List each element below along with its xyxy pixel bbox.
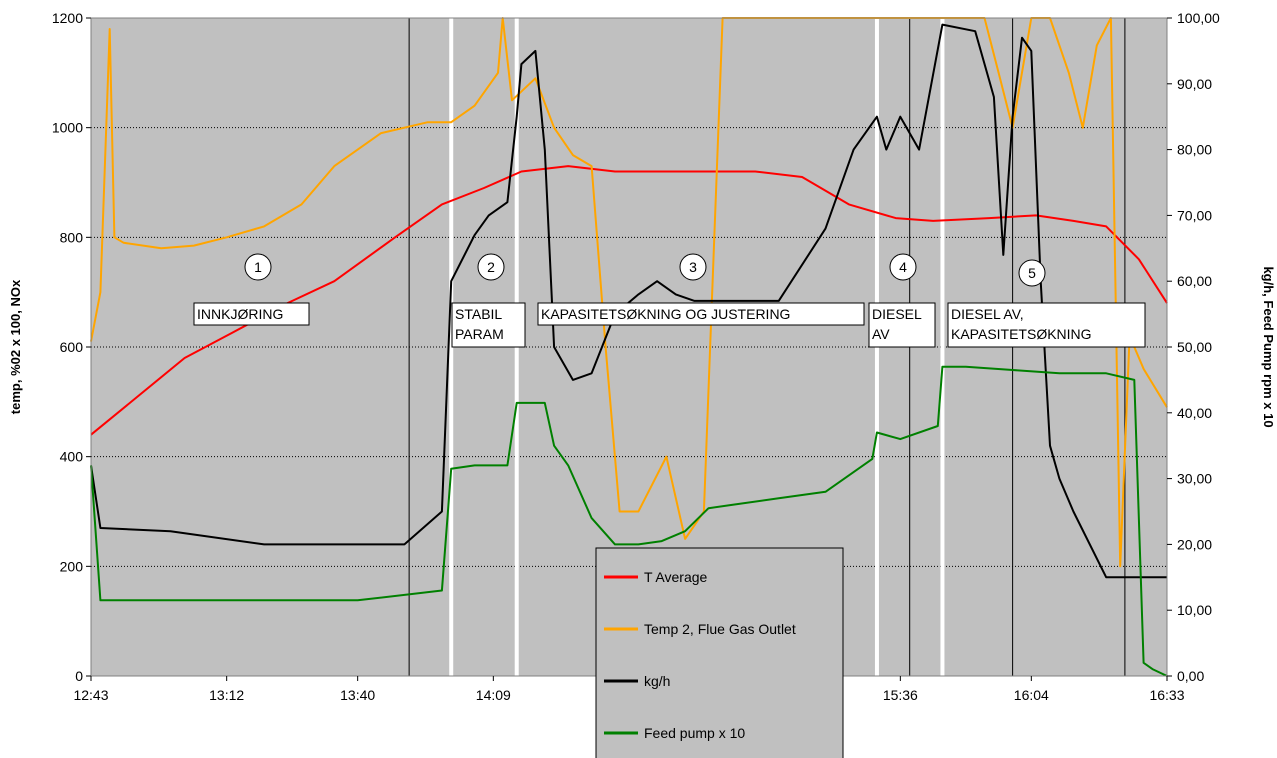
phase-label-text: AV bbox=[872, 326, 890, 342]
legend-label: Temp 2, Flue Gas Outlet bbox=[644, 621, 796, 637]
phase-label-text: KAPASITETSØKNING bbox=[951, 326, 1092, 342]
phase-1: 1 INNKJØRING bbox=[193, 253, 310, 326]
y-left-tick-label: 1200 bbox=[52, 10, 83, 26]
axes: 0 200 400 600 800 1000 1200 0,00 10,00 20,00 30,00… bbox=[52, 10, 1220, 703]
y-right-tick-label: 80,00 bbox=[1177, 142, 1212, 158]
y-right-tick-label: 70,00 bbox=[1177, 207, 1212, 223]
y-left-tick-label: 600 bbox=[60, 339, 84, 355]
series-line-feed-pump-x-10 bbox=[90, 365, 1168, 677]
legend-label: Feed pump x 10 bbox=[644, 725, 745, 741]
legend: T Average Temp 2, Flue Gas Outlet kg/h Feed… bbox=[595, 547, 844, 758]
x-tick-label: 14:09 bbox=[476, 687, 511, 703]
x-tick-label: 12:43 bbox=[73, 687, 108, 703]
phase-5: 5 DIESEL AV, KAPASITETSØKNING bbox=[947, 259, 1146, 348]
phase-label-box bbox=[193, 302, 310, 326]
phase-marker-number: 4 bbox=[899, 259, 907, 275]
y-right-tick-label: 20,00 bbox=[1177, 536, 1212, 552]
y-right-tick-label: 30,00 bbox=[1177, 471, 1212, 487]
y-right-tick-label: 90,00 bbox=[1177, 76, 1212, 92]
x-tick-label: 16:33 bbox=[1149, 687, 1184, 703]
phase-label-box bbox=[947, 302, 1146, 348]
y-left-axis-title: temp, %02 x 100, NOx bbox=[8, 279, 23, 414]
phase-label-text: STABIL bbox=[455, 306, 502, 322]
phase-marker-number: 3 bbox=[689, 259, 697, 275]
phase-4: 4 DIESEL AV bbox=[868, 253, 936, 348]
phase-3: 3 KAPASITETSØKNING OG JUSTERING bbox=[537, 253, 865, 326]
phase-label-text: DIESEL bbox=[872, 306, 922, 322]
series-line-kg-h bbox=[90, 23, 1167, 579]
y-left-tick-label: 800 bbox=[60, 229, 84, 245]
y-left-tick-label: 0 bbox=[75, 668, 83, 684]
phase-marker-circle bbox=[477, 253, 505, 281]
x-tick-label: 13:12 bbox=[209, 687, 244, 703]
phase-label-box bbox=[537, 302, 865, 326]
y-right-tick-label: 60,00 bbox=[1177, 273, 1212, 289]
phase-label-text: INNKJØRING bbox=[197, 306, 283, 322]
phase-2: 2 STABIL PARAM bbox=[451, 253, 526, 348]
y-right-tick-label: 40,00 bbox=[1177, 405, 1212, 421]
phase-label-text: PARAM bbox=[455, 326, 504, 342]
phase-label-text: KAPASITETSØKNING OG JUSTERING bbox=[541, 306, 790, 322]
legend-label: kg/h bbox=[644, 673, 670, 689]
phase-annotations: 1 INNKJØRING 2 STABIL PARAM 3 KAPASITETSØKNING… bbox=[193, 253, 1146, 348]
phase-marker-circle bbox=[1018, 259, 1046, 287]
phase-marker-number: 5 bbox=[1028, 265, 1036, 281]
legend-label: T Average bbox=[644, 569, 708, 585]
legend-box bbox=[595, 547, 844, 758]
phase-marker-circle bbox=[244, 253, 272, 281]
phase-label-box bbox=[451, 302, 526, 348]
phase-label-text: DIESEL AV, bbox=[951, 306, 1024, 322]
y-left-tick-label: 1000 bbox=[52, 120, 83, 136]
y-right-tick-label: 10,00 bbox=[1177, 602, 1212, 618]
phase-label-box bbox=[868, 302, 936, 348]
phase-marker-circle bbox=[889, 253, 917, 281]
y-right-tick-label: 100,00 bbox=[1177, 10, 1220, 26]
y-right-tick-label: 0,00 bbox=[1177, 668, 1204, 684]
phase-marker-number: 1 bbox=[254, 259, 262, 275]
y-left-tick-label: 200 bbox=[60, 558, 84, 574]
phase-marker-circle bbox=[679, 253, 707, 281]
phase-marker-number: 2 bbox=[487, 259, 495, 275]
y-right-axis-title: kg/h, Feed Pump rpm x 10 bbox=[1261, 266, 1276, 427]
x-tick-label: 16:04 bbox=[1014, 687, 1049, 703]
y-left-tick-label: 400 bbox=[60, 449, 84, 465]
x-tick-label: 13:40 bbox=[340, 687, 375, 703]
y-right-tick-label: 50,00 bbox=[1177, 339, 1212, 355]
x-tick-label: 15:36 bbox=[883, 687, 918, 703]
